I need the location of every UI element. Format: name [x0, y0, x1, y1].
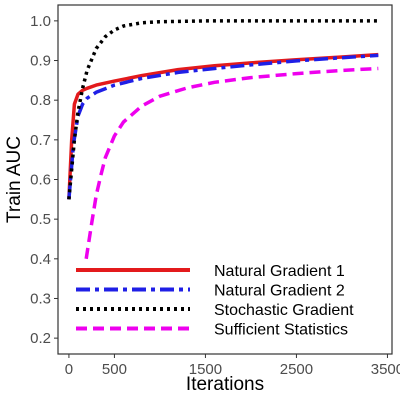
- legend-label-natural-gradient-2: Natural Gradient 2: [214, 283, 345, 300]
- legend: Natural Gradient 1 Natural Gradient 2 Stoc…: [76, 263, 354, 339]
- x-tick-label: 0: [65, 361, 73, 378]
- y-tick-label: 0.2: [30, 330, 51, 347]
- y-tick-label: 0.7: [30, 132, 51, 149]
- legend-label-natural-gradient-1: Natural Gradient 1: [214, 263, 345, 280]
- x-tick-label: 1500: [189, 361, 222, 378]
- x-tick-label: 3500: [371, 361, 400, 378]
- legend-label-sufficient-statistics: Sufficient Statistics: [214, 322, 348, 339]
- series-line-natural-gradient-2: [67, 53, 379, 200]
- y-tick-label: 0.4: [30, 251, 51, 268]
- y-tick-label: 0.9: [30, 53, 51, 70]
- y-tick-label: 0.6: [30, 172, 51, 189]
- x-axis: 0 500 1500 2500 3500: [65, 354, 400, 378]
- y-axis-title: Train AUC: [4, 136, 25, 223]
- y-tick-label: 0.3: [30, 290, 51, 307]
- y-tick-label: 0.8: [30, 92, 51, 109]
- plot-area: [67, 19, 379, 260]
- series-line-sufficient-statistics: [84, 66, 379, 260]
- y-tick-label: 1.0: [30, 13, 51, 30]
- x-tick-label: 2500: [280, 361, 313, 378]
- series-line-natural-gradient-1: [67, 52, 379, 200]
- legend-label-stochastic-gradient: Stochastic Gradient: [214, 302, 354, 319]
- y-axis: 0.2 0.3 0.4 0.5 0.6 0.7 0.8 0.9 1.0: [30, 13, 58, 347]
- series-line-stochastic-gradient: [67, 19, 379, 200]
- x-axis-title: Iterations: [186, 374, 264, 395]
- x-tick-label: 500: [102, 361, 127, 378]
- y-tick-label: 0.5: [30, 211, 51, 228]
